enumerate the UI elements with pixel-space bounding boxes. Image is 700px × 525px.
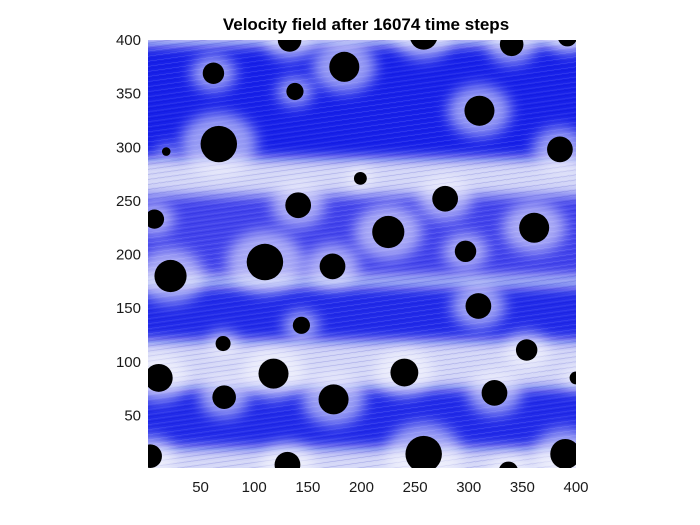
plot-area — [148, 40, 576, 468]
obstacle — [215, 336, 231, 352]
y-axis: 50 100 150 200 250 300 350 400 — [116, 32, 141, 424]
y-tick-label: 50 — [124, 407, 141, 424]
obstacle — [319, 253, 346, 280]
x-tick-label: 200 — [349, 479, 374, 496]
obstacle — [246, 243, 284, 281]
obstacle — [161, 147, 171, 156]
y-tick-label: 150 — [116, 300, 141, 317]
obstacle-wake — [488, 454, 529, 468]
obstacle — [519, 212, 550, 243]
y-tick-label: 300 — [116, 139, 141, 156]
y-tick-label: 400 — [116, 32, 141, 49]
obstacle — [558, 40, 576, 47]
obstacle — [569, 371, 576, 385]
obstacle — [390, 358, 419, 387]
obstacle — [154, 259, 187, 293]
y-tick-label: 350 — [116, 86, 141, 103]
x-axis: 50 100 150 200 250 300 350 400 — [192, 479, 588, 496]
obstacle — [353, 171, 367, 185]
x-tick-label: 350 — [510, 479, 535, 496]
obstacle — [464, 95, 495, 126]
obstacle — [200, 125, 238, 163]
x-tick-label: 250 — [403, 479, 428, 496]
obstacle — [454, 240, 477, 263]
x-tick-label: 100 — [242, 479, 267, 496]
x-tick-label: 150 — [295, 479, 320, 496]
obstacle — [329, 51, 360, 82]
obstacle-wake — [394, 40, 453, 60]
obstacle — [148, 209, 165, 229]
chart-title: Velocity field after 16074 time steps — [223, 15, 509, 34]
obstacle — [285, 192, 312, 219]
obstacle — [465, 293, 492, 319]
obstacle — [499, 461, 518, 468]
obstacle — [432, 185, 459, 212]
obstacle — [212, 385, 236, 410]
obstacle — [405, 435, 442, 468]
obstacle — [499, 40, 524, 57]
obstacle — [550, 439, 576, 468]
obstacle — [547, 136, 573, 163]
x-tick-label: 400 — [563, 479, 588, 496]
obstacle — [148, 363, 173, 392]
obstacle — [286, 82, 304, 101]
obstacle — [292, 316, 310, 334]
obstacle — [515, 339, 538, 361]
obstacle — [202, 62, 225, 84]
obstacle — [372, 215, 405, 249]
y-tick-label: 100 — [116, 354, 141, 371]
obstacle — [148, 444, 162, 468]
y-tick-label: 250 — [116, 193, 141, 210]
obstacle — [258, 358, 289, 389]
obstacle-wake — [547, 40, 576, 54]
x-tick-label: 300 — [456, 479, 481, 496]
obstacle — [274, 451, 301, 468]
y-tick-label: 200 — [116, 247, 141, 264]
x-tick-label: 50 — [192, 479, 209, 496]
obstacle — [481, 380, 508, 406]
obstacles — [148, 40, 576, 468]
obstacle — [277, 40, 302, 52]
obstacle — [318, 384, 349, 415]
obstacle — [410, 40, 437, 50]
